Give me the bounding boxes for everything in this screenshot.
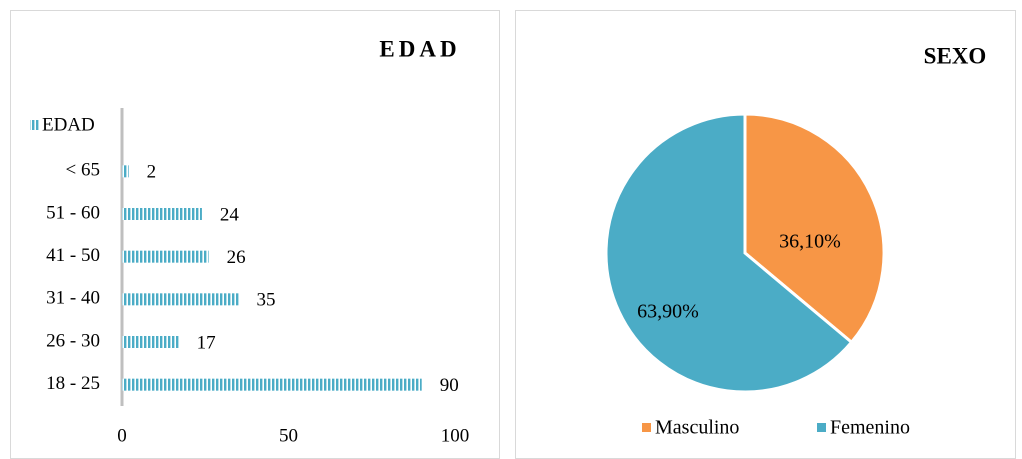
pie-slice [743,112,886,345]
bar [122,165,129,178]
y-tick-label: 18 - 25 [46,373,100,394]
bar [122,208,202,220]
x-tick-label: 0 [117,425,127,446]
chart-title: SEXO [924,43,987,68]
y-tick-label: 26 - 30 [46,330,100,351]
value-label: 17 [197,332,216,353]
chart-title: EDAD [379,36,460,61]
y-tick-label: < 65 [66,160,100,181]
pie-slice [604,112,854,394]
value-label: 90 [440,375,459,396]
value-label: 24 [220,204,240,225]
x-tick-label: 100 [441,425,470,446]
y-tick-label: 51 - 60 [46,202,100,223]
y-tick-label: 41 - 50 [46,245,100,266]
legend-label: EDAD [42,114,95,135]
bar [122,336,179,348]
legend-label: Masculino [655,417,739,439]
y-tick-label: 31 - 40 [46,288,100,309]
value-label: 2 [147,162,157,183]
legend-swatch [817,423,826,432]
bar [122,378,422,391]
value-label: 63,90% [637,301,699,323]
value-label: 36,10% [779,231,841,253]
value-label: 35 [257,290,276,311]
x-tick-label: 50 [279,425,298,446]
bar [122,250,209,263]
bar [122,293,239,306]
legend-swatch [642,423,651,432]
legend-label: Femenino [830,417,910,439]
legend-swatch [30,120,40,130]
value-label: 26 [227,247,246,268]
